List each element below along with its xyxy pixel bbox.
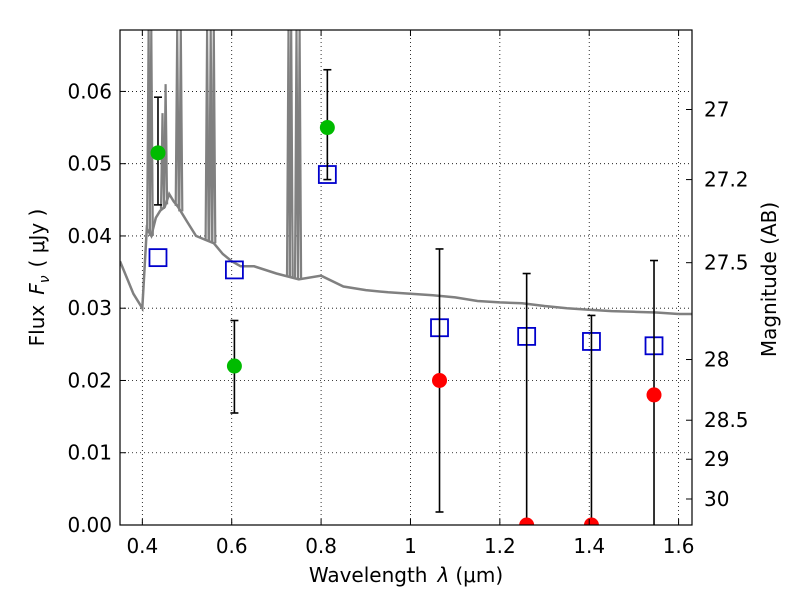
- y-tick-label: 0.03: [67, 296, 112, 320]
- x-tick-label: 0.8: [305, 534, 337, 558]
- emission-line: [211, 30, 217, 244]
- x-tick-label: 1: [404, 534, 417, 558]
- plot-frame: [119, 29, 693, 526]
- data-point: [226, 358, 242, 374]
- model-photometry-square: [148, 248, 168, 268]
- y2-tick-label: 28: [704, 348, 729, 372]
- x-tick-label: 1.4: [573, 534, 605, 558]
- y-tick-label: 0.02: [67, 368, 112, 392]
- y-tick-label: 0.04: [67, 224, 112, 248]
- data-point: [319, 120, 335, 136]
- x-tick-label: 1.2: [484, 534, 516, 558]
- emission-line: [204, 30, 210, 241]
- y-axis-label: FluxFν( μJy ): [25, 209, 53, 347]
- y2-axis-label: Magnitude (AB): [757, 202, 781, 357]
- x-tick-label: 0.6: [216, 534, 248, 558]
- axis-ticks: 0.4 0.6 0.8 1 1.2 1.4 1.6 0.00 0.01 0.02 0.03 0.04 0…: [67, 30, 749, 558]
- y-tick-label: 0.05: [67, 152, 112, 176]
- emission-line: [174, 30, 180, 206]
- spectrum-line: [120, 191, 692, 316]
- y2-tick-label: 27.5: [704, 251, 749, 275]
- emission-line: [297, 30, 303, 280]
- y2-tick-label: 28.5: [704, 408, 749, 432]
- emission-line: [163, 84, 169, 205]
- y2-tick-label: 27: [704, 97, 729, 121]
- emission-line: [288, 30, 294, 278]
- data-point: [583, 517, 599, 525]
- data-point: [519, 517, 535, 525]
- x-axis-label: Wavelength λ (μm): [309, 563, 503, 587]
- emission-line: [208, 30, 214, 242]
- x-tick-label: 0.4: [126, 534, 158, 558]
- emission-line: [178, 30, 184, 212]
- y2-tick-label: 29: [704, 447, 729, 471]
- data-point: [150, 145, 166, 161]
- y-tick-label: 0.06: [67, 79, 112, 103]
- measured-points: [150, 120, 662, 525]
- grid: [120, 30, 692, 525]
- y-tick-label: 0.01: [67, 441, 112, 465]
- model-spectrum: [120, 30, 692, 316]
- data-point: [432, 372, 448, 388]
- y2-tick-label: 27.2: [704, 168, 749, 192]
- emission-line: [148, 30, 154, 236]
- emission-line: [293, 30, 300, 279]
- y2-tick-label: 30: [704, 487, 729, 511]
- y-tick-label: 0.00: [67, 513, 112, 537]
- data-point: [646, 387, 662, 403]
- x-tick-label: 1.6: [663, 534, 695, 558]
- model-photometry-square: [224, 260, 244, 280]
